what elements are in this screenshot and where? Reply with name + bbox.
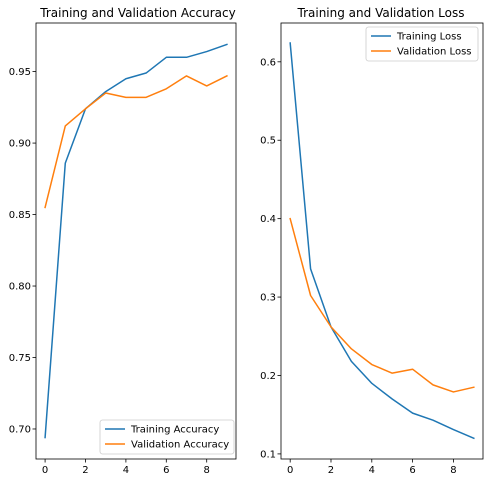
- loss-legend-label-validation: Validation Loss: [397, 47, 472, 58]
- accuracy-x-tick-label: 4: [123, 465, 129, 476]
- accuracy-chart-title: Training and Validation Accuracy: [39, 6, 235, 20]
- accuracy-x-tick-label: 0: [42, 465, 48, 476]
- loss-legend-label-training: Training Loss: [396, 32, 462, 43]
- loss-y-tick-label: 0.1: [260, 449, 276, 460]
- loss-x-tick-label: 8: [450, 465, 456, 476]
- accuracy-y-tick-label: 0.70: [9, 424, 31, 435]
- loss-chart: Training and Validation Loss 0 2 4 6 8 0.1 0.2…: [260, 6, 484, 476]
- loss-series-line-validation: [289, 217, 475, 393]
- accuracy-y-tick-label: 0.85: [9, 210, 31, 221]
- accuracy-y-tick-label: 0.75: [9, 353, 31, 364]
- loss-chart-title: Training and Validation Loss: [297, 6, 465, 20]
- accuracy-legend: Training Accuracy Validation Accuracy: [99, 419, 235, 455]
- loss-y-tick-label: 0.2: [260, 371, 276, 382]
- accuracy-chart-marks: 0 2 4 6 8 0.70 0.75 0.80 0.85 0.90 0.95: [9, 43, 228, 476]
- loss-y-tick-label: 0.6: [260, 57, 276, 68]
- loss-x-tick-label: 6: [409, 465, 415, 476]
- accuracy-plot-area: [36, 23, 236, 459]
- accuracy-y-tick-label: 0.90: [9, 139, 31, 150]
- accuracy-x-tick-label: 8: [204, 465, 210, 476]
- accuracy-y-tick-label: 0.80: [9, 282, 31, 293]
- loss-y-tick-label: 0.5: [260, 136, 276, 147]
- accuracy-y-tick-label: 0.95: [9, 67, 31, 78]
- loss-x-tick-label: 2: [328, 465, 334, 476]
- loss-chart-marks: 0 2 4 6 8 0.1 0.2 0.3 0.4 0.5 0.6: [260, 42, 475, 476]
- accuracy-plot-frame: [35, 22, 237, 460]
- loss-legend-box: [365, 26, 479, 62]
- accuracy-x-tick-label: 6: [163, 465, 169, 476]
- loss-x-tick-label: 0: [287, 465, 293, 476]
- loss-series-line-training: [289, 42, 475, 440]
- accuracy-series-line-training: [44, 43, 228, 439]
- accuracy-legend-box: [99, 419, 235, 455]
- loss-y-tick-label: 0.4: [260, 214, 276, 225]
- loss-plot-frame: [280, 22, 484, 460]
- loss-plot-area: [281, 23, 483, 459]
- accuracy-chart: Training and Validation Accuracy 0 2 4 6 8 0.…: [9, 6, 237, 476]
- accuracy-legend-label-validation: Validation Accuracy: [131, 440, 229, 451]
- loss-y-tick-label: 0.3: [260, 293, 276, 304]
- accuracy-legend-label-training: Training Accuracy: [130, 425, 219, 436]
- loss-x-tick-label: 4: [369, 465, 375, 476]
- accuracy-series-line-validation: [44, 74, 228, 209]
- loss-legend: Training Loss Validation Loss: [365, 26, 479, 62]
- accuracy-x-tick-label: 2: [82, 465, 88, 476]
